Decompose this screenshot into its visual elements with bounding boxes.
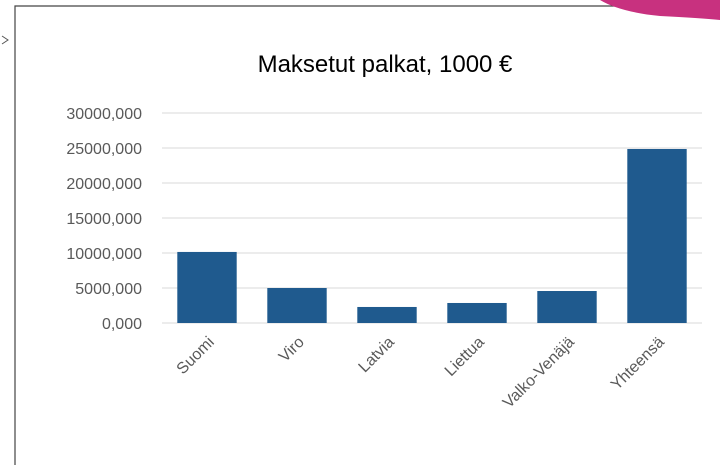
y-tick-label: 25000,000 (66, 141, 142, 158)
x-tick-label: Liettua (442, 334, 488, 380)
x-tick-label: Valko-Venäjä (500, 334, 578, 412)
decoration (600, 0, 720, 20)
decoration (1, 35, 9, 45)
chart-frame (14, 5, 720, 465)
y-tick-label: 30000,000 (66, 106, 142, 123)
bar (627, 148, 687, 323)
y-tick-label: 20000,000 (66, 176, 142, 193)
x-tick-label: Yhteensä (608, 334, 668, 394)
bar (447, 302, 507, 323)
x-tick-label: Viro (276, 334, 308, 366)
y-tick-label: 10000,000 (66, 246, 142, 263)
y-tick-label: 5000,000 (75, 281, 142, 298)
x-tick-label: Latvia (356, 334, 398, 376)
bar (357, 306, 417, 323)
bar (267, 288, 327, 323)
y-tick-label: 15000,000 (66, 211, 142, 228)
bar (537, 291, 597, 323)
chart-title: Maksetut palkat, 1000 € (258, 51, 513, 78)
x-tick-label: Suomi (174, 334, 218, 378)
bar (177, 251, 237, 323)
y-tick-label: 0,000 (102, 316, 142, 333)
